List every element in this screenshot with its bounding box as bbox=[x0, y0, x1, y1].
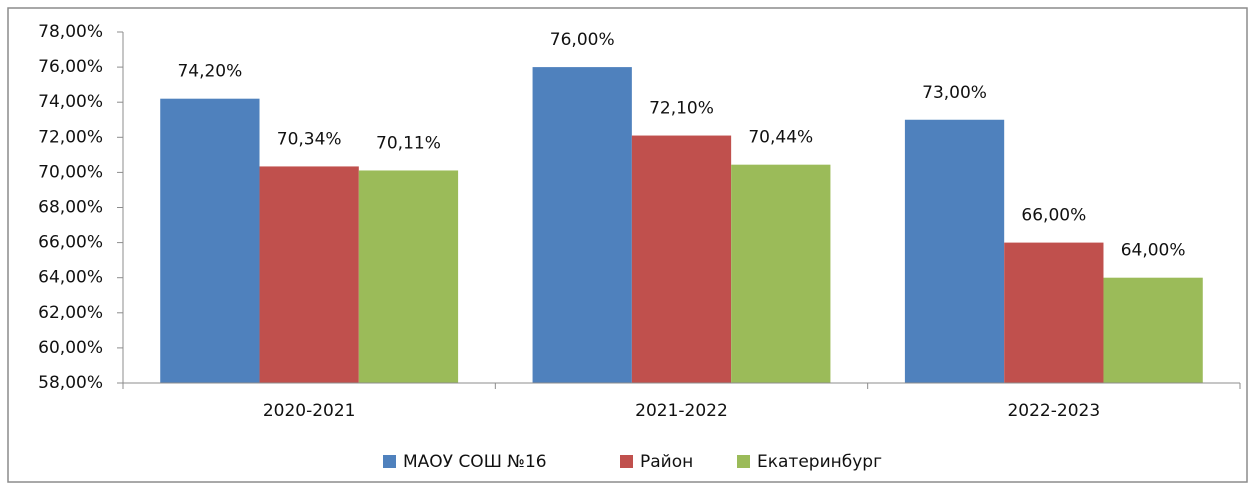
bar bbox=[358, 170, 459, 383]
y-tick-label: 62,00% bbox=[38, 303, 103, 323]
legend-swatch bbox=[383, 455, 396, 468]
bar bbox=[532, 67, 632, 383]
legend-swatch bbox=[620, 455, 633, 468]
y-tick-label: 72,00% bbox=[38, 127, 103, 147]
legend-label: МАОУ СОШ №16 bbox=[403, 452, 547, 472]
y-tick-label: 68,00% bbox=[38, 198, 103, 218]
legend-label: Екатеринбург bbox=[757, 452, 882, 472]
y-tick-label: 76,00% bbox=[38, 57, 103, 77]
bar bbox=[259, 166, 359, 383]
y-tick-label: 60,00% bbox=[38, 338, 103, 358]
value-label: 70,44% bbox=[748, 128, 813, 148]
y-tick-label: 58,00% bbox=[38, 373, 103, 393]
value-label: 74,20% bbox=[177, 62, 242, 82]
bar bbox=[160, 98, 260, 383]
x-tick-label: 2020-2021 bbox=[263, 401, 356, 421]
value-label: 73,00% bbox=[922, 83, 987, 103]
value-label: 72,10% bbox=[649, 99, 714, 119]
bar bbox=[731, 164, 831, 383]
x-tick-label: 2022-2023 bbox=[1007, 401, 1100, 421]
y-tick-label: 78,00% bbox=[38, 22, 103, 42]
bar bbox=[631, 135, 732, 383]
legend-label: Район bbox=[640, 452, 693, 472]
bar bbox=[1004, 242, 1104, 383]
value-label: 76,00% bbox=[550, 30, 615, 50]
bar bbox=[904, 119, 1005, 383]
y-tick-label: 64,00% bbox=[38, 268, 103, 288]
value-label: 66,00% bbox=[1021, 206, 1086, 226]
y-tick-label: 66,00% bbox=[38, 233, 103, 253]
value-label: 64,00% bbox=[1121, 241, 1186, 261]
y-tick-label: 74,00% bbox=[38, 92, 103, 112]
bar bbox=[1103, 277, 1203, 383]
y-tick-label: 70,00% bbox=[38, 162, 103, 182]
value-label: 70,11% bbox=[376, 133, 441, 153]
x-tick-label: 2021-2022 bbox=[635, 401, 728, 421]
legend-swatch bbox=[737, 455, 750, 468]
value-label: 70,34% bbox=[277, 129, 342, 149]
